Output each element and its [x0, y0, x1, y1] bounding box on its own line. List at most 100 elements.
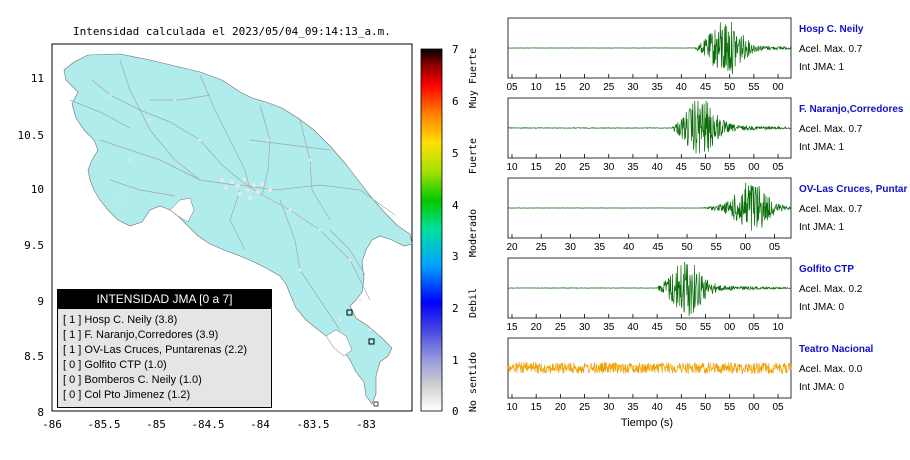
- station-marker-naranjo: [368, 338, 375, 345]
- seismogram-trace: [507, 261, 792, 317]
- seismogram-tick-label: 00: [748, 162, 760, 173]
- seismogram-tick-label: 10: [506, 402, 518, 413]
- seismogram-tick-label: 05: [506, 82, 518, 93]
- seismogram-tick-label: 20: [531, 322, 543, 333]
- colorbar-tick: 4: [452, 199, 459, 212]
- seismogram-tick-label: 50: [724, 82, 736, 93]
- station-marker-jimenez: [373, 401, 379, 407]
- map-title: Intensidad calculada el 2023/05/04_09:14…: [73, 25, 391, 38]
- seismogram-tick-label: 15: [531, 402, 543, 413]
- seismogram-tick-label: 30: [627, 82, 639, 93]
- seismogram-tick-label: 00: [773, 82, 785, 93]
- map-y-tick: 11: [31, 72, 44, 85]
- costa-rica-landmass: [63, 53, 413, 405]
- seismogram-tick-label: 20: [555, 162, 567, 173]
- seismogram-tick-label: 20: [579, 82, 591, 93]
- seismogram-tick-label: 45: [676, 402, 688, 413]
- legend-item: [ 1 ] Hosp C. Neily (3.8): [63, 314, 178, 326]
- seismogram-tick-label: 35: [603, 322, 615, 333]
- seismogram-tick-label: 35: [594, 242, 606, 253]
- station-marker-neily: [346, 309, 353, 316]
- map-y-tick: 10.5: [18, 129, 45, 142]
- seismogram-tick-label: 45: [700, 82, 712, 93]
- station-name: Golfito CTP: [799, 264, 854, 275]
- station-name: OV-Las Cruces, Puntar: [799, 184, 908, 195]
- seismogram-tick-label: 55: [700, 322, 712, 333]
- seismogram-tick-label: 20: [506, 242, 518, 253]
- seismogram-tick-label: 35: [652, 82, 664, 93]
- station-acel: Acel. Max. 0.0: [799, 364, 863, 375]
- seismogram-trace: [507, 22, 791, 75]
- seismogram-tick-label: 25: [579, 162, 591, 173]
- seismogram-tick-label: 30: [603, 162, 615, 173]
- seismogram-tick-label: 35: [627, 162, 639, 173]
- seismogram-tick-label: 40: [623, 242, 635, 253]
- colorbar-tick: 2: [452, 302, 459, 315]
- station-int: Int JMA: 1: [799, 62, 845, 73]
- intensity-legend: INTENSIDAD JMA [0 a 7] [ 1 ] Hosp C. Nei…: [57, 289, 272, 408]
- map-y-tick: 9: [37, 295, 44, 308]
- seismogram-tick-label: 05: [773, 402, 785, 413]
- seismogram-tick-label: 55: [724, 402, 736, 413]
- map-x-tick: -86: [42, 418, 62, 431]
- map-y-tick: 10: [31, 183, 44, 196]
- seismogram-tick-label: 15: [506, 322, 518, 333]
- station-acel: Acel. Max. 0.7: [799, 204, 863, 215]
- legend-item: [ 0 ] Golfito CTP (1.0): [63, 359, 167, 371]
- seismogram-tick-label: 55: [711, 242, 723, 253]
- station-name: Hosp C. Neily: [799, 24, 864, 35]
- seismogram-tick-label: 50: [700, 402, 712, 413]
- map-y-tick: 8: [37, 406, 44, 419]
- seismogram-tick-label: 35: [627, 402, 639, 413]
- station-acel: Acel. Max. 0.7: [799, 124, 863, 135]
- golfo-dulce: [325, 329, 353, 357]
- map-x-tick: -85.5: [87, 418, 120, 431]
- colorbar-gradient: [420, 48, 443, 412]
- colorbar-tick: 0: [452, 405, 459, 418]
- colorbar-category: Moderado: [468, 209, 479, 257]
- seismogram-tick-label: 40: [652, 402, 664, 413]
- seismogram-tick-label: 40: [627, 322, 639, 333]
- station-int: Int JMA: 0: [799, 382, 845, 393]
- seismogram-trace: [507, 361, 792, 375]
- map-x-tick: -85: [146, 418, 166, 431]
- legend-item: [ 1 ] F. Naranjo,Corredores (3.9): [63, 329, 219, 341]
- station-acel: Acel. Max. 0.7: [799, 44, 863, 55]
- seismogram-tick-label: 45: [652, 322, 664, 333]
- roads: [69, 59, 396, 331]
- station-int: Int JMA: 0: [799, 302, 845, 313]
- map-x-tick: -84.5: [191, 418, 224, 431]
- seismogram-tick-label: 50: [700, 162, 712, 173]
- legend-title: INTENSIDAD JMA [0 a 7]: [58, 290, 271, 309]
- colorbar-category: Fuerte: [468, 138, 479, 174]
- seismogram-tick-label: 05: [773, 162, 785, 173]
- station-int: Int JMA: 1: [799, 142, 845, 153]
- seismogram-panels: 05 10 15 20 25 30 35 40 45 50 55 00 10 15 20 25 30 35 40 45…: [506, 17, 792, 413]
- map-x-ticks: -86 -85.5 -85 -84.5 -84 -83.5 -83: [42, 418, 376, 431]
- colorbar-tick: 6: [452, 95, 459, 108]
- colorbar: 0 1 2 3 4 5 6 7 No sentido Debil Moderad…: [420, 43, 479, 418]
- seismogram-trace: [508, 100, 792, 154]
- seismogram-tick-label: 00: [724, 322, 736, 333]
- seismogram-tick-label: 25: [603, 82, 615, 93]
- colorbar-tick: 1: [452, 354, 459, 367]
- colorbar-tick: 3: [452, 250, 459, 263]
- seismogram-tick-label: 15: [555, 82, 567, 93]
- seismogram-tick-label: 55: [724, 162, 736, 173]
- seismogram-tick-label: 05: [748, 322, 760, 333]
- map-x-tick: -83: [356, 418, 376, 431]
- seismogram-tick-label: 05: [769, 242, 781, 253]
- seismogram-tick-label: 55: [748, 82, 760, 93]
- seismogram-tick-label: 30: [565, 242, 577, 253]
- colorbar-category: No sentido: [468, 352, 479, 412]
- seismogram-tick-label: 25: [536, 242, 548, 253]
- seismogram-trace: [508, 182, 792, 231]
- colorbar-category: Debil: [468, 288, 479, 318]
- seismo-xlabel: Tiempo (s): [621, 417, 673, 429]
- legend-item: [ 1 ] OV-Las Cruces, Puntarenas (2.2): [63, 344, 248, 356]
- seismogram-tick-label: 00: [740, 242, 752, 253]
- station-int: Int JMA: 1: [799, 222, 845, 233]
- seismogram-tick-label: 25: [555, 322, 567, 333]
- seismogram-tick-label: 00: [748, 402, 760, 413]
